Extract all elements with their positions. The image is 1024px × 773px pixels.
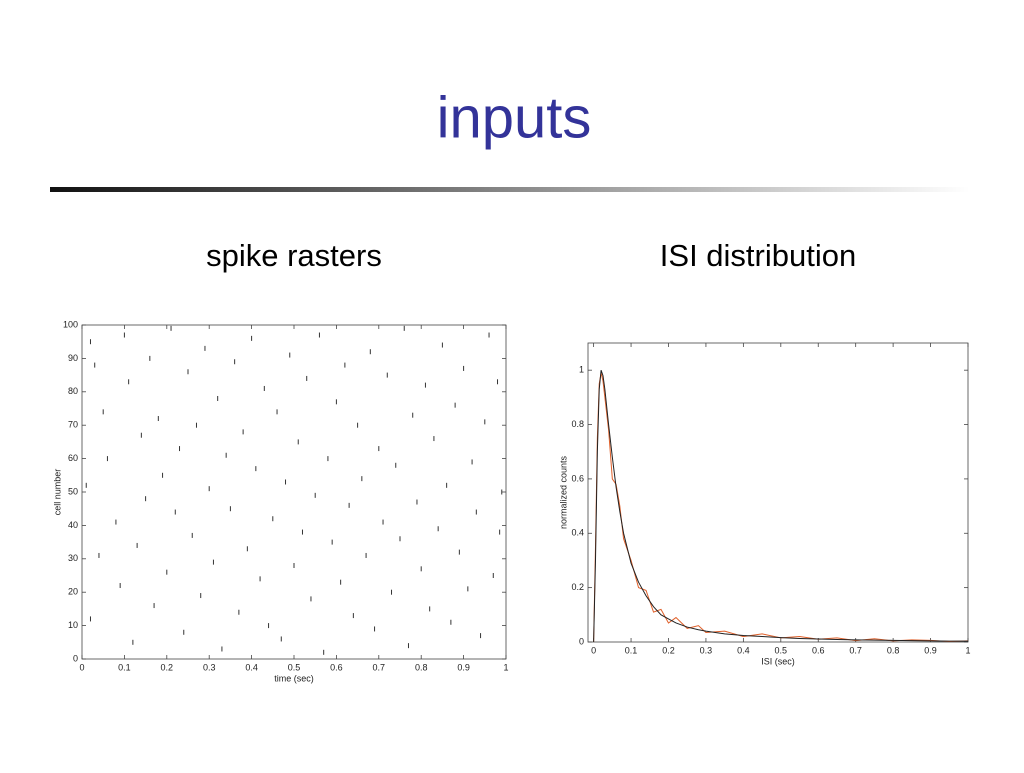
y-tick-label: 1 — [579, 365, 584, 375]
x-axis-label: ISI (sec) — [761, 656, 795, 666]
plot-frame — [81, 324, 507, 660]
y-tick-label: 30 — [68, 553, 78, 563]
y-tick-label: 0 — [73, 653, 78, 663]
y-tick-label: 0.8 — [571, 419, 584, 429]
x-tick-label: 0.9 — [924, 645, 937, 655]
x-tick-label: 0.5 — [288, 662, 301, 672]
x-tick-label: 0.2 — [662, 645, 675, 655]
series-line — [593, 370, 968, 643]
y-tick-label: 70 — [68, 420, 78, 430]
chart-title: ISI distribution — [660, 238, 856, 273]
y-tick-label: 90 — [68, 353, 78, 363]
x-tick-label: 0.2 — [161, 662, 174, 672]
x-tick-label: 0.9 — [457, 662, 470, 672]
x-tick-label: 0.1 — [625, 645, 638, 655]
y-axis-label: cell number — [52, 469, 62, 516]
x-tick-label: 1 — [503, 662, 508, 672]
x-tick-label: 0.1 — [118, 662, 131, 672]
y-tick-label: 60 — [68, 453, 78, 463]
y-tick-label: 0.4 — [571, 528, 584, 538]
x-tick-label: 0.8 — [887, 645, 900, 655]
y-tick-label: 0.2 — [571, 582, 584, 592]
x-axis-label: time (sec) — [274, 673, 314, 683]
x-tick-label: 0.5 — [775, 645, 788, 655]
x-tick-label: 0 — [79, 662, 84, 672]
y-axis-label: normalized counts — [558, 455, 568, 529]
title-rule — [50, 187, 970, 192]
x-tick-label: 0.4 — [245, 662, 258, 672]
x-tick-label: 0.3 — [203, 662, 216, 672]
y-tick-label: 80 — [68, 386, 78, 396]
x-tick-label: 0.8 — [415, 662, 428, 672]
x-tick-label: 0.6 — [812, 645, 825, 655]
plot-frame — [587, 342, 969, 643]
slide-title: inputs — [437, 85, 592, 150]
y-tick-label: 0.6 — [571, 473, 584, 483]
y-tick-label: 100 — [63, 319, 78, 329]
x-tick-label: 0.6 — [330, 662, 343, 672]
x-tick-label: 0.7 — [849, 645, 862, 655]
y-tick-label: 40 — [68, 520, 78, 530]
y-tick-label: 50 — [68, 486, 78, 496]
y-tick-label: 10 — [68, 620, 78, 630]
y-tick-label: 0 — [579, 636, 584, 646]
y-tick-label: 20 — [68, 587, 78, 597]
x-tick-label: 1 — [965, 645, 970, 655]
chart-title: spike rasters — [206, 238, 382, 273]
x-tick-label: 0.7 — [373, 662, 386, 672]
x-tick-label: 0.4 — [737, 645, 750, 655]
x-tick-label: 0.3 — [700, 645, 713, 655]
x-tick-label: 0 — [591, 645, 596, 655]
